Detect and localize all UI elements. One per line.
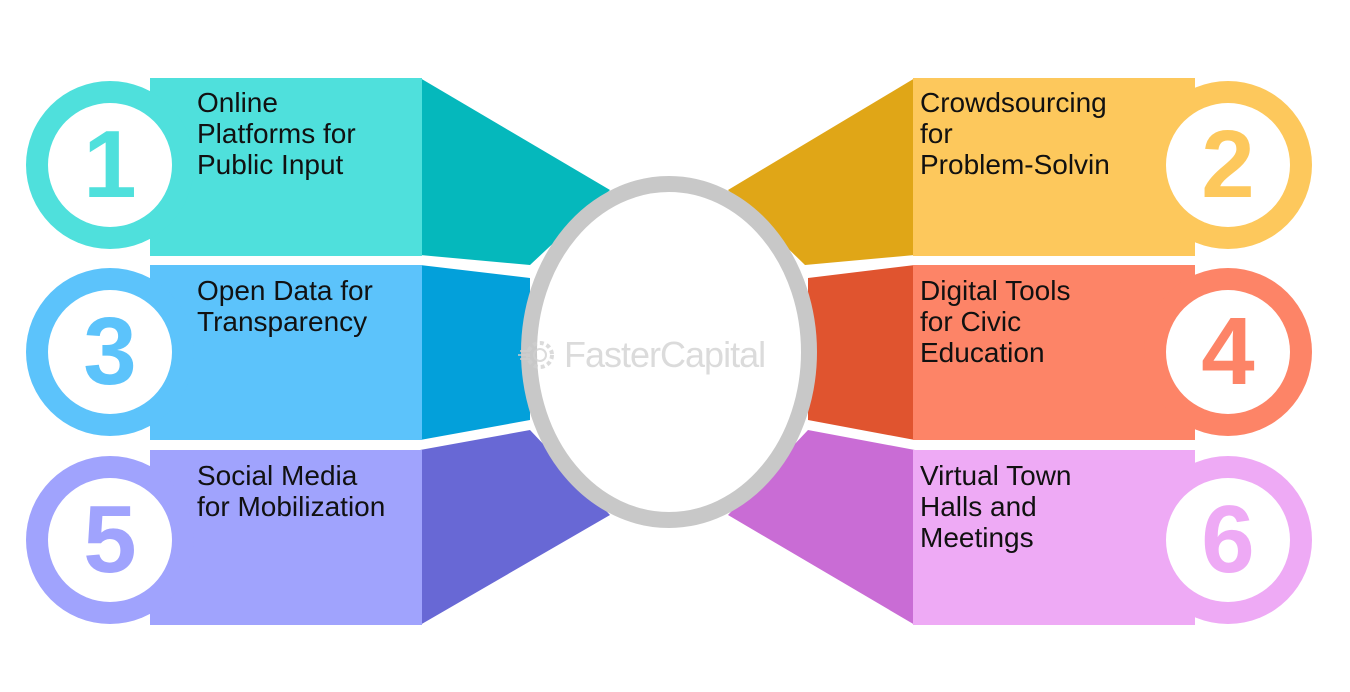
item-3-inner-circle [48,290,172,414]
step-label-4: Digital Tools for Civic Education [920,275,1071,368]
item-1-inner-circle [48,103,172,227]
item-5-dark-arrow [420,430,610,625]
step-number-1: 1 [83,111,137,218]
item-5-inner-circle [48,478,172,602]
watermark-text: FasterCapital [564,334,766,375]
gear-logo-icon [518,341,554,369]
watermark: FasterCapital [518,330,818,380]
item-2-dark-arrow [728,78,915,265]
item-5-bar [150,450,422,625]
item-6-inner-circle [1166,478,1290,602]
item-4-dark-arrow [808,265,915,440]
item-3-dark-arrow [420,265,530,440]
item-3-bar [150,265,422,440]
item-2-inner-circle [1166,103,1290,227]
step-number-2: 2 [1201,111,1255,218]
step-number-4: 4 [1201,298,1255,405]
step-label-5: Social Media for Mobilization [197,460,386,522]
step-number-3: 3 [83,298,137,405]
item-6-dark-arrow [728,430,915,625]
item-1-bar [150,78,422,256]
step-label-6: Virtual Town Halls and Meetings [920,460,1072,553]
step-number-6: 6 [1201,486,1255,593]
item-1-dark-arrow [420,78,610,265]
step-label-3: Open Data for Transparency [197,275,373,337]
step-label-1: Online Platforms for Public Input [197,87,356,180]
step-label-2: Crowdsourcing for Problem-Solvin [920,87,1110,180]
step-number-5: 5 [83,486,137,593]
item-4-inner-circle [1166,290,1290,414]
